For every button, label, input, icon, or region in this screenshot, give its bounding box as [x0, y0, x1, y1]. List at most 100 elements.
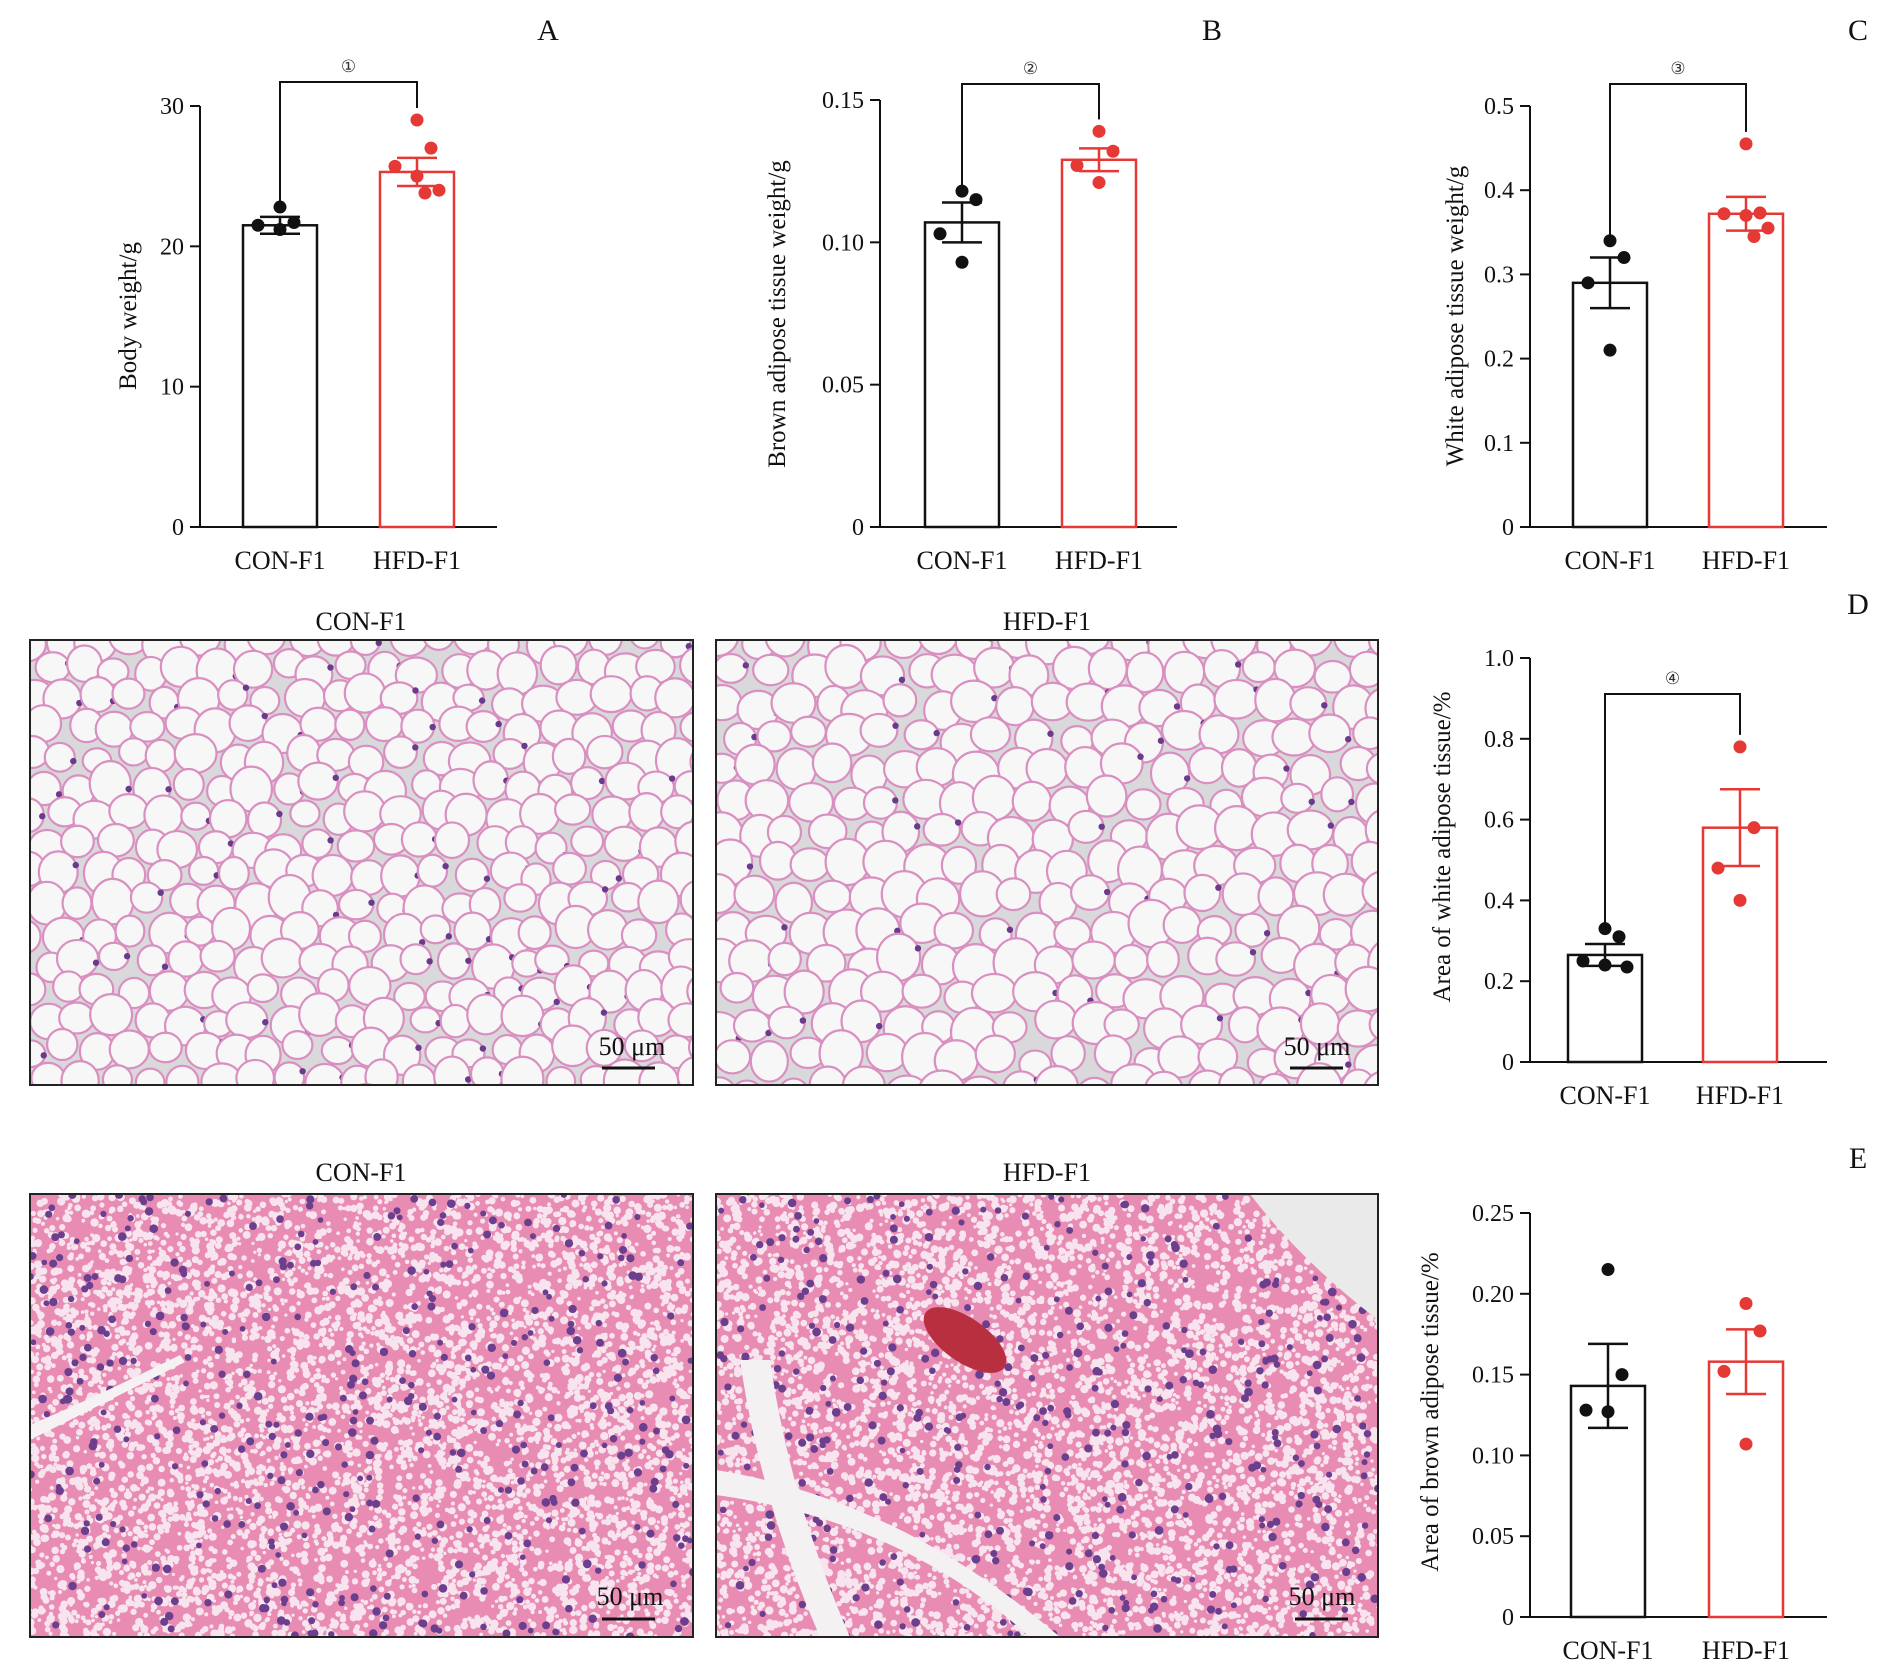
adipocyte	[225, 1001, 269, 1039]
lipid-droplet	[640, 1225, 645, 1230]
lipid-droplet	[436, 1379, 443, 1385]
lipid-droplet	[288, 1280, 295, 1287]
adipocyte	[78, 1093, 117, 1132]
lipid-droplet	[635, 1208, 643, 1215]
adipocyte	[783, 969, 825, 1015]
lipid-droplet	[229, 1399, 235, 1405]
lipid-droplet	[182, 1613, 191, 1622]
lipid-droplet	[356, 1205, 361, 1210]
lipid-droplet	[347, 1269, 353, 1275]
adipocyte	[334, 708, 366, 741]
lipid-droplet	[372, 1205, 379, 1212]
lipid-droplet	[310, 1400, 316, 1406]
lipid-droplet	[454, 1296, 459, 1300]
lipid-droplet	[411, 1409, 419, 1417]
lipid-droplet	[31, 1608, 39, 1616]
lipid-droplet	[551, 1509, 559, 1517]
lipid-droplet	[364, 1387, 372, 1395]
adipocyte	[30, 919, 42, 954]
lipid-droplet	[577, 1568, 586, 1576]
lipid-droplet	[687, 1386, 693, 1395]
lipid-droplet	[345, 1570, 349, 1574]
lipid-droplet	[330, 1372, 337, 1378]
lipid-droplet	[34, 1289, 39, 1293]
lipid-droplet	[311, 1514, 316, 1519]
lipid-droplet	[162, 1521, 171, 1530]
lipid-droplet	[613, 1206, 621, 1215]
lipid-droplet	[601, 1391, 609, 1399]
lipid-droplet	[143, 1529, 148, 1533]
lipid-droplet	[528, 1353, 534, 1360]
lipid-droplet	[434, 1238, 442, 1247]
lipid-droplet	[597, 1276, 604, 1283]
adipocyte	[30, 770, 62, 807]
lipid-droplet	[67, 1265, 75, 1272]
lipid-droplet	[240, 1378, 248, 1386]
lipid-droplet	[684, 1278, 691, 1284]
lipid-droplet	[258, 1325, 263, 1330]
lipid-droplet	[664, 1356, 673, 1365]
lipid-droplet	[193, 1565, 199, 1571]
lipid-droplet	[206, 1398, 210, 1403]
lipid-droplet	[40, 1523, 49, 1532]
lipid-droplet	[636, 1481, 644, 1489]
lipid-droplet	[417, 1358, 421, 1363]
lipid-droplet	[231, 1371, 235, 1376]
lipid-droplet	[412, 1563, 418, 1570]
adipocyte	[416, 853, 449, 888]
lipid-droplet	[198, 1290, 206, 1298]
lipid-droplet	[211, 1572, 218, 1579]
lipid-droplet	[360, 1599, 365, 1603]
lipid-droplet	[156, 1201, 164, 1209]
lipid-droplet	[156, 1381, 163, 1387]
lipid-droplet	[352, 1448, 361, 1457]
lipid-droplet	[176, 1241, 183, 1247]
lipid-droplet	[436, 1619, 443, 1626]
lipid-droplet	[303, 1250, 311, 1258]
lipid-droplet	[318, 1304, 326, 1312]
lipid-droplet	[121, 1201, 128, 1208]
lipid-droplet	[353, 1253, 361, 1261]
adipocyte	[228, 704, 268, 743]
lipid-droplet	[286, 1512, 292, 1517]
adipocyte	[45, 1027, 79, 1062]
lipid-droplet	[190, 1418, 196, 1423]
lipid-droplet	[627, 1370, 634, 1377]
lipid-droplet	[100, 1240, 108, 1247]
lipid-droplet	[533, 1632, 541, 1637]
lipid-droplet	[505, 1473, 512, 1481]
lipid-droplet	[88, 1504, 97, 1512]
brown-adipose-con-micrograph: CON-F1 50 μm	[29, 1158, 694, 1638]
lipid-droplet	[450, 1603, 457, 1610]
lipid-droplet	[579, 1616, 588, 1625]
lipid-droplet	[673, 1598, 679, 1604]
lipid-droplet	[506, 1358, 515, 1367]
lipid-droplet	[180, 1233, 187, 1241]
lipid-droplet	[545, 1549, 549, 1553]
lipid-droplet	[671, 1228, 680, 1236]
adipocyte	[1322, 872, 1369, 917]
lipid-droplet	[615, 1213, 619, 1218]
lipid-droplet	[258, 1415, 267, 1424]
lipid-droplet	[491, 1504, 497, 1510]
adipocyte	[1221, 872, 1265, 917]
lipid-droplet	[126, 1361, 132, 1367]
lipid-droplet	[132, 1505, 137, 1510]
lipid-droplet	[513, 1212, 521, 1220]
lipid-droplet	[532, 1316, 536, 1320]
lipid-droplet	[627, 1593, 637, 1602]
lipid-droplet	[669, 1496, 676, 1502]
lipid-droplet	[337, 1205, 344, 1211]
lipid-droplet	[407, 1209, 414, 1215]
lipid-droplet	[407, 1458, 412, 1463]
lipid-droplet	[601, 1356, 608, 1364]
lipid-droplet	[584, 1480, 591, 1488]
adipocyte	[401, 1063, 437, 1085]
lipid-droplet	[357, 1379, 361, 1384]
lipid-droplet	[326, 1531, 334, 1538]
lipid-droplet	[581, 1604, 588, 1612]
nucleus	[39, 813, 46, 820]
lipid-droplet	[625, 1304, 632, 1311]
lipid-droplet	[67, 1206, 72, 1211]
lipid-droplet	[491, 1311, 496, 1316]
